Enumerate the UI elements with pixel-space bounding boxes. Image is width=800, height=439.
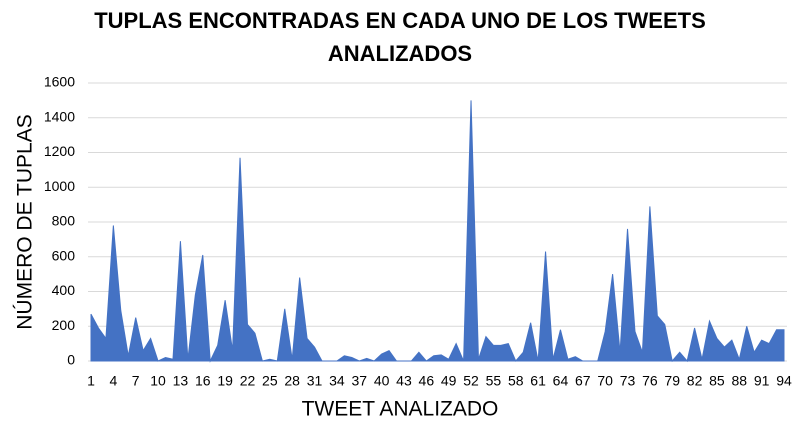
x-tick-label: 58 [508,373,524,389]
x-tick-label: 10 [150,373,166,389]
y-tick-label: 1200 [44,143,75,159]
x-tick-label: 94 [776,373,792,389]
x-tick-label: 82 [687,373,703,389]
x-tick-label: 31 [307,373,323,389]
x-tick-label: 70 [597,373,613,389]
x-tick-label: 49 [441,373,457,389]
x-tick-label: 34 [329,373,345,389]
x-tick-label: 64 [553,373,569,389]
y-tick-label: 600 [52,247,76,263]
x-tick-label: 37 [351,373,367,389]
x-tick-label: 7 [132,373,140,389]
y-tick-label: 1600 [44,74,75,90]
x-tick-label: 61 [530,373,546,389]
x-tick-label: 85 [709,373,725,389]
x-tick-label: 67 [575,373,591,389]
x-tick-label: 76 [642,373,658,389]
x-tick-label: 22 [240,373,256,389]
x-tick-label: 52 [463,373,479,389]
area [90,100,785,363]
x-tick-label: 16 [195,373,211,389]
y-tick-label: 800 [52,213,76,229]
x-tick-label: 46 [419,373,435,389]
y-tick-label: 200 [52,317,76,333]
y-tick-label: 0 [67,352,75,368]
x-tick-label: 4 [109,373,117,389]
x-tick-label: 19 [217,373,233,389]
x-tick-label: 91 [754,373,770,389]
x-tick-label: 43 [396,373,412,389]
x-tick-label: 79 [664,373,680,389]
x-tick-label: 28 [284,373,300,389]
y-tick-label: 1400 [44,108,75,124]
x-tick-label: 88 [732,373,748,389]
x-tick-label: 73 [620,373,636,389]
x-tick-label: 40 [374,373,390,389]
chart-title: ANALIZADOS [328,41,472,66]
x-tick-label: 25 [262,373,278,389]
x-tick-label: 55 [486,373,502,389]
x-tick-label: 1 [87,373,95,389]
x-tick-label: 13 [173,373,189,389]
chart-title: TUPLAS ENCONTRADAS EN CADA UNO DE LOS TW… [94,8,706,33]
y-tick-label: 1000 [44,178,75,194]
y-tick-label: 400 [52,282,76,298]
y-axis-title: NÚMERO DE TUPLAS [14,114,37,330]
x-axis-title: TWEET ANALIZADO [302,398,499,421]
